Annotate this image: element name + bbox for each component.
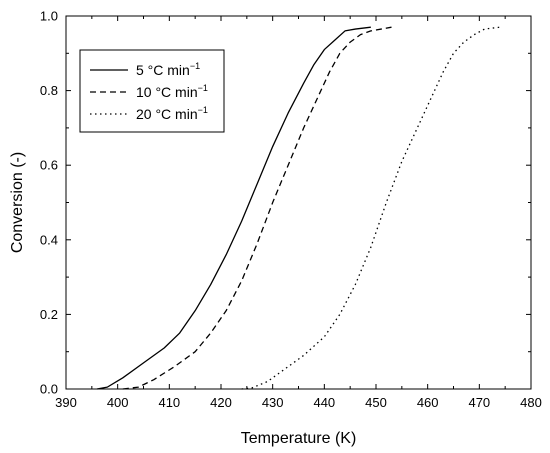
x-tick-label: 480 bbox=[520, 395, 542, 410]
series-line bbox=[122, 26, 392, 390]
x-tick-label: 400 bbox=[107, 395, 129, 410]
x-tick-label: 460 bbox=[417, 395, 439, 410]
legend-label: 20 °C min−1 bbox=[136, 105, 208, 122]
x-tick-label: 470 bbox=[468, 395, 490, 410]
y-axis-title: Conversion (-) bbox=[9, 152, 26, 253]
x-tick-label: 410 bbox=[158, 395, 180, 410]
y-tick-label: 0.2 bbox=[40, 307, 58, 322]
legend-box bbox=[79, 49, 225, 133]
series-layer bbox=[96, 26, 501, 390]
y-tick-label: 0.8 bbox=[40, 83, 58, 98]
series-line bbox=[96, 26, 371, 390]
legend: 5 °C min−1 10 °C min−1 20 °C min−1 bbox=[79, 49, 225, 133]
legend-label: 5 °C min−1 bbox=[136, 61, 200, 78]
x-tick-label: 420 bbox=[210, 395, 232, 410]
x-tick-label: 440 bbox=[313, 395, 335, 410]
x-tick-label: 450 bbox=[365, 395, 387, 410]
y-axis: 0.0 0.2 0.4 0.6 0.8 1.0 bbox=[40, 9, 531, 397]
y-tick-label: 0.6 bbox=[40, 158, 58, 173]
y-tick-label: 0.0 bbox=[40, 382, 58, 397]
series-line bbox=[241, 26, 501, 390]
y-tick-label: 1.0 bbox=[40, 9, 58, 24]
y-tick-label: 0.4 bbox=[40, 232, 58, 247]
x-tick-label: 430 bbox=[262, 395, 284, 410]
legend-label: 10 °C min−1 bbox=[136, 83, 208, 100]
x-axis: 390 400 410 420 430 440 450 460 470 480 bbox=[55, 16, 542, 410]
x-axis-title: Temperature (K) bbox=[241, 430, 357, 447]
x-tick-label: 390 bbox=[55, 395, 77, 410]
